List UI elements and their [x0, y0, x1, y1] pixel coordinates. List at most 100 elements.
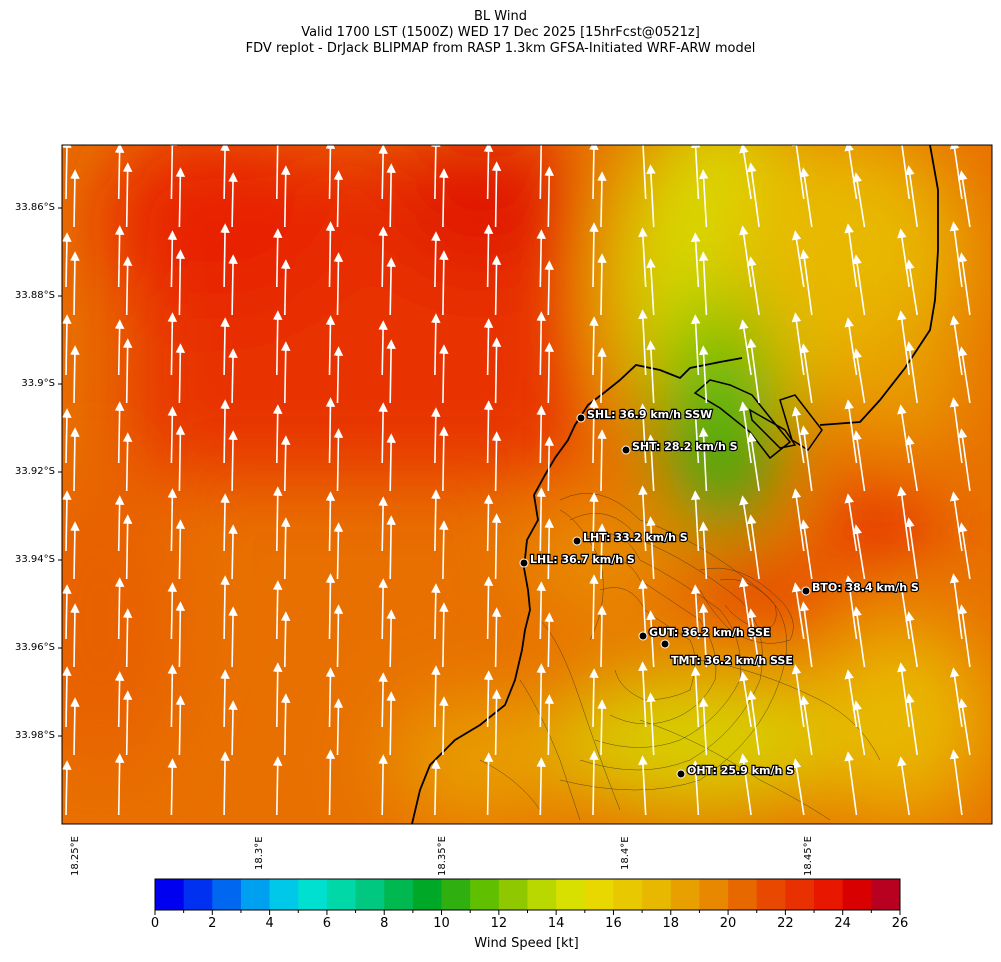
- wind-arrow: [544, 260, 555, 316]
- wind-arrow: [280, 611, 291, 668]
- wind-arrow: [175, 519, 186, 580]
- wind-arrow: [431, 489, 441, 552]
- wind-arrow: [690, 760, 701, 816]
- wind-arrow: [962, 81, 970, 139]
- wind-arrow: [852, 172, 866, 228]
- wind-arrow: [386, 433, 396, 492]
- wind-arrow: [491, 255, 502, 316]
- wind-arrow: [439, 250, 449, 316]
- colorbar-swatch: [613, 879, 643, 910]
- colorbar-swatch: [326, 879, 357, 910]
- colorbar-swatch: [183, 879, 213, 910]
- wind-arrow: [122, 432, 133, 492]
- station-label: TMT: 36.2 km/h SSE: [671, 654, 793, 667]
- wind-arrow: [280, 341, 291, 404]
- colorbar-swatch: [756, 879, 786, 910]
- wind-arrow: [844, 145, 858, 200]
- lat-label: 33.86°S: [15, 202, 55, 213]
- wind-arrow: [272, 580, 283, 640]
- wind-arrow: [638, 755, 648, 816]
- wind-arrow: [698, 427, 709, 492]
- wind-arrow: [122, 256, 133, 316]
- wind-arrow: [791, 758, 805, 816]
- wind-arrow: [852, 606, 866, 668]
- wind-arrow: [589, 492, 599, 552]
- wind-arrow: [739, 401, 752, 464]
- station-markers: SHL: 36.9 km/h SSW SHT: 28.2 km/h S LHT: 3…: [519, 407, 920, 779]
- wind-arrow: [333, 604, 344, 668]
- station-label: LHT: 33.2 km/h S: [583, 531, 688, 544]
- wind-arrow: [690, 490, 701, 552]
- wind-arrow: [844, 399, 858, 464]
- wind-arrow: [280, 693, 291, 756]
- wind-arrow: [746, 162, 760, 228]
- wind-arrow: [703, 80, 706, 139]
- wind-arrow: [536, 311, 547, 376]
- wind-arrow: [597, 699, 607, 756]
- colorbar-tick: 2: [208, 916, 217, 931]
- wind-arrow: [799, 343, 813, 404]
- wind-arrow: [333, 252, 344, 316]
- colorbar-swatch: [584, 879, 614, 910]
- wind-arrow: [491, 431, 502, 492]
- wind-arrow: [70, 345, 80, 404]
- station-dot: [621, 445, 631, 455]
- colorbar-swatch: [470, 879, 500, 910]
- wind-arrow: [536, 581, 547, 640]
- wind-arrow: [638, 661, 648, 728]
- wind-arrow: [439, 520, 449, 580]
- colorbar-swatch: [699, 879, 729, 910]
- wind-arrow: [597, 347, 607, 404]
- wind-arrow: [852, 348, 866, 404]
- wind-arrow: [589, 398, 599, 464]
- wind-arrow: [799, 425, 813, 492]
- wind-arrow: [690, 232, 701, 288]
- colorbar-swatch: [498, 879, 528, 910]
- wind-arrow: [220, 399, 230, 464]
- wind-arrow: [852, 700, 866, 756]
- station-dot: [676, 769, 686, 779]
- wind-arrow: [220, 317, 230, 376]
- station-dot: [576, 413, 586, 423]
- station-label: SHT: 28.2 km/h S: [632, 440, 738, 453]
- wind-arrow: [491, 513, 502, 580]
- station-label: BTO: 38.4 km/h S: [812, 581, 919, 594]
- wind-arrow: [897, 228, 910, 288]
- wind-arrow: [386, 609, 396, 668]
- wind-arrow: [62, 490, 72, 552]
- wind-arrow: [897, 310, 910, 376]
- colorbar: [154, 878, 901, 915]
- colorbar-swatch: [212, 879, 242, 910]
- wind-arrow: [280, 435, 291, 492]
- colorbar-swatch: [384, 879, 414, 910]
- wind-arrow: [747, 256, 760, 316]
- wind-arrow: [589, 222, 599, 288]
- colorbar-tick: 6: [322, 916, 332, 931]
- wind-arrow: [333, 346, 344, 404]
- colorbar-swatch: [527, 879, 557, 910]
- wind-arrow: [747, 608, 760, 668]
- wind-speed-field: [62, 145, 992, 824]
- wind-arrow: [957, 346, 971, 404]
- wind-arrow: [804, 78, 812, 139]
- wind-arrow: [325, 315, 336, 376]
- wind-arrow: [646, 340, 656, 404]
- wind-arrow: [325, 573, 336, 640]
- lon-label: 18.35°E: [437, 836, 448, 876]
- wind-arrow: [739, 753, 752, 816]
- station-dot: [572, 536, 582, 546]
- lat-label: 33.92°S: [15, 466, 55, 477]
- wind-arrow: [70, 169, 80, 228]
- wind-arrow: [548, 89, 549, 139]
- wind-arrow: [62, 760, 72, 816]
- wind-arrow: [70, 603, 80, 668]
- wind-arrow: [431, 313, 441, 376]
- colorbar-label: Wind Speed [kt]: [474, 936, 579, 951]
- wind-arrow: [949, 397, 963, 464]
- wind-arrow: [280, 259, 291, 316]
- wind-arrow: [901, 145, 910, 200]
- wind-arrow: [62, 232, 72, 288]
- wind-arrow: [491, 689, 502, 756]
- wind-arrow: [491, 607, 502, 668]
- station-dot: [519, 558, 529, 568]
